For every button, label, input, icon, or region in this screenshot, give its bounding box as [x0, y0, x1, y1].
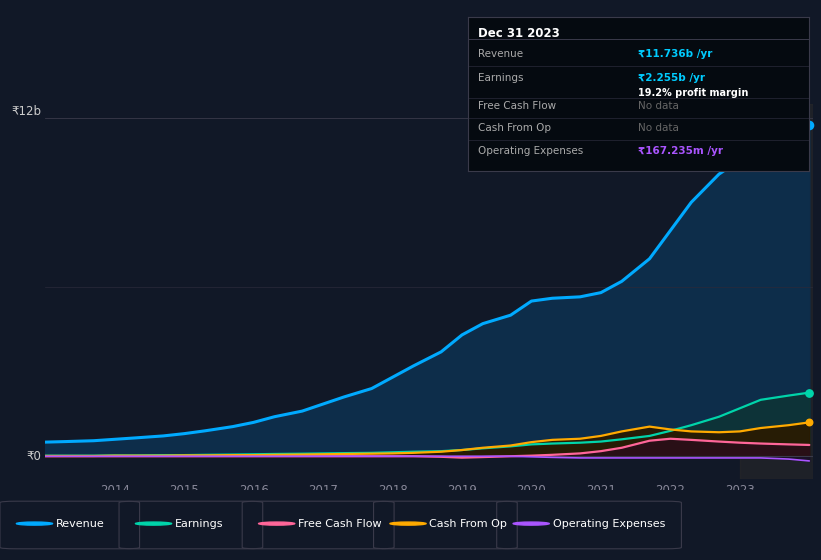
Text: ₹0: ₹0 — [26, 450, 41, 463]
Text: Dec 31 2023: Dec 31 2023 — [478, 27, 560, 40]
Text: ₹2.255b /yr: ₹2.255b /yr — [639, 73, 705, 83]
Text: Cash From Op: Cash From Op — [429, 519, 507, 529]
Point — [803, 120, 816, 129]
Circle shape — [513, 522, 549, 525]
Text: No data: No data — [639, 123, 679, 133]
Point — [803, 418, 816, 427]
Text: Earnings: Earnings — [478, 73, 524, 83]
Text: Revenue: Revenue — [478, 49, 523, 59]
Text: Free Cash Flow: Free Cash Flow — [298, 519, 382, 529]
Circle shape — [16, 522, 53, 525]
Text: Cash From Op: Cash From Op — [478, 123, 551, 133]
Circle shape — [135, 522, 172, 525]
Text: ₹11.736b /yr: ₹11.736b /yr — [639, 49, 713, 59]
Bar — [740, 104, 813, 479]
Text: Operating Expenses: Operating Expenses — [478, 146, 584, 156]
Text: ₹12b: ₹12b — [11, 105, 41, 118]
Text: Free Cash Flow: Free Cash Flow — [478, 101, 557, 111]
Text: 19.2% profit margin: 19.2% profit margin — [639, 88, 749, 98]
Text: ₹167.235m /yr: ₹167.235m /yr — [639, 146, 723, 156]
Text: No data: No data — [639, 101, 679, 111]
Point — [803, 388, 816, 397]
Circle shape — [259, 522, 295, 525]
Circle shape — [390, 522, 426, 525]
Text: Operating Expenses: Operating Expenses — [553, 519, 665, 529]
Text: Earnings: Earnings — [175, 519, 223, 529]
Text: Revenue: Revenue — [56, 519, 104, 529]
